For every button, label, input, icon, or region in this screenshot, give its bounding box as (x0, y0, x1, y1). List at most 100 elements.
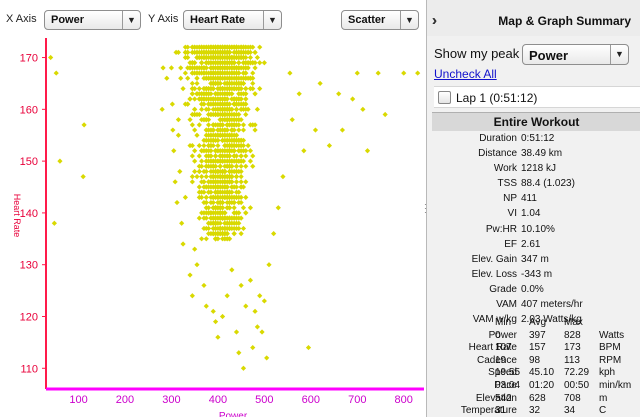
metric-cell: Avg (529, 317, 547, 328)
data-point (203, 184, 209, 190)
data-point (203, 174, 209, 180)
data-point (224, 205, 230, 211)
data-point (219, 106, 226, 112)
data-point (212, 163, 219, 169)
stat-value: 347 m (521, 253, 549, 265)
splitter-handle[interactable]: ··· (424, 201, 427, 217)
table-row: Temperature 31 32 34 C (427, 405, 640, 417)
lap-checkbox[interactable] (438, 91, 451, 104)
y-axis-select[interactable]: Heart Rate ▼ (183, 10, 282, 30)
data-point (229, 137, 235, 144)
data-point (226, 220, 233, 226)
data-point (240, 122, 247, 128)
data-point (257, 60, 263, 66)
data-point (196, 168, 202, 175)
data-point (189, 179, 195, 185)
data-point (210, 199, 216, 206)
data-point (215, 199, 221, 206)
stat-row: TSS 88.4 (1.023) (427, 178, 640, 193)
peak-select[interactable]: Power ▼ (522, 44, 629, 65)
data-point (199, 70, 205, 76)
data-point (203, 117, 209, 123)
data-point (179, 220, 185, 226)
stat-value: 0:51:12 (521, 133, 555, 144)
data-point (206, 148, 212, 154)
stat-row: VI 1.04 (427, 208, 640, 223)
data-point (226, 215, 233, 221)
data-point (203, 236, 209, 242)
lap-row[interactable]: Lap 1 (0:51:12) (434, 86, 640, 108)
data-point (201, 189, 207, 195)
metric-cell: 00:50 (564, 379, 590, 391)
data-point (231, 44, 237, 50)
data-point (247, 44, 254, 50)
data-point (219, 236, 226, 242)
data-point (217, 174, 223, 180)
data-point (224, 54, 230, 61)
data-point (224, 231, 230, 237)
data-point (212, 319, 219, 325)
data-point (243, 179, 249, 185)
data-point (236, 194, 242, 200)
stat-value: -343 m (521, 268, 553, 280)
data-point (196, 86, 202, 92)
data-point (233, 174, 240, 180)
metric-label: Heart Rate (468, 342, 517, 354)
data-point (236, 111, 242, 118)
data-point (48, 54, 54, 61)
scatter-chart[interactable]: 110 120 130 140 150 160 170 100 200 300 400 500 600 7… (0, 36, 424, 417)
data-point (224, 86, 230, 92)
data-point (201, 86, 207, 92)
data-point (189, 122, 195, 128)
stat-value: 10.10% (521, 223, 555, 235)
data-point (192, 246, 198, 252)
data-point (231, 199, 237, 206)
chart-type-select[interactable]: Scatter ▼ (341, 10, 419, 30)
metric-cell: 31 (495, 405, 507, 417)
panel-title: Map & Graph Summary (498, 14, 631, 28)
data-point (196, 215, 202, 221)
table-header: Min Avg Max (427, 317, 640, 330)
x-axis-select[interactable]: Power ▼ (44, 10, 141, 30)
data-point (194, 132, 200, 138)
chevron-down-icon: ▼ (263, 11, 281, 29)
data-point (243, 163, 249, 169)
data-point (229, 91, 235, 97)
data-point (194, 75, 200, 81)
data-point (203, 70, 209, 76)
x-tick-label: 700 (348, 394, 366, 406)
data-point (266, 262, 272, 268)
metrics-table: Min Avg Max Power 0 397 828 Watts Heart Rate 107 1… (427, 317, 640, 417)
y-axis-title: Heart Rate (12, 194, 22, 238)
data-point (177, 168, 183, 175)
data-point (219, 137, 226, 144)
data-point (375, 70, 381, 76)
data-point (252, 60, 258, 66)
data-point (231, 122, 237, 128)
data-point (199, 194, 205, 200)
data-point (170, 127, 176, 133)
data-point (178, 65, 184, 71)
data-point (194, 80, 200, 87)
data-point (196, 142, 202, 149)
data-point (231, 153, 237, 159)
data-point (231, 54, 237, 61)
data-point (382, 111, 388, 118)
data-point (173, 49, 179, 55)
uncheck-all-link[interactable]: Uncheck All (434, 67, 497, 81)
data-point (185, 75, 191, 81)
data-point (192, 158, 198, 164)
data-point (215, 334, 221, 340)
data-point (229, 267, 235, 273)
data-point (231, 168, 237, 175)
data-point (219, 215, 226, 221)
data-point (192, 96, 198, 102)
metric-cell: m (599, 392, 608, 404)
data-point (233, 189, 240, 195)
data-point (203, 127, 209, 133)
data-point (210, 75, 216, 81)
data-point (222, 194, 228, 200)
data-point (226, 148, 233, 154)
data-point (182, 54, 188, 61)
metric-cell: Min (495, 317, 512, 328)
